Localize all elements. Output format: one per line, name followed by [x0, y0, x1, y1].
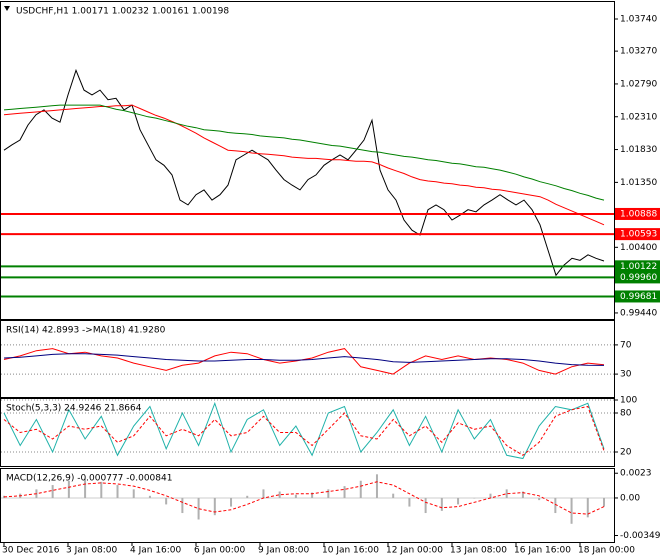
series-line [3, 353, 605, 366]
y-tick-label: 70 [620, 340, 632, 350]
y-tick-label: -0.00349 [620, 531, 660, 541]
y-tick-label: 1.01830 [620, 145, 657, 155]
histogram-bar [586, 497, 589, 518]
panel-title: MACD(12,26,9) -0.000777 -0.000841 [6, 474, 172, 484]
symbol-menu-icon [4, 6, 10, 11]
x-tick-label: 9 Jan 08:00 [258, 546, 310, 556]
level-label-box [615, 228, 660, 241]
histogram-bar [100, 481, 103, 498]
y-tick-label: 1.01350 [620, 178, 657, 188]
histogram-bar [230, 497, 233, 507]
histogram-bar [116, 485, 119, 498]
histogram-bar [603, 497, 605, 507]
x-tick-label: 6 Jan 00:00 [194, 546, 246, 556]
x-tick-label: 13 Jan 08:00 [450, 546, 507, 556]
histogram-bar [489, 493, 492, 498]
histogram-bar [278, 491, 281, 498]
y-tick-label: 30 [620, 370, 632, 380]
histogram-bar [197, 497, 200, 520]
level-label-box [615, 207, 660, 220]
panel-title: Stoch(5,3,3) 24.9246 21.8664 [6, 404, 142, 414]
x-tick-label: 30 Dec 2016 [2, 546, 60, 556]
histogram-bar [570, 497, 573, 524]
series-line [3, 68, 605, 277]
y-tick-label: 0.99440 [620, 308, 657, 318]
histogram-bar [359, 480, 362, 498]
series-line [3, 481, 605, 515]
histogram-bar [554, 497, 557, 514]
level-label: 1.00593 [620, 230, 657, 240]
histogram-bar [505, 489, 508, 498]
histogram-bar [262, 489, 265, 498]
panel-frame [0, 320, 615, 398]
series-line [3, 405, 605, 456]
level-label-box [615, 260, 660, 273]
histogram-bar [213, 497, 216, 516]
histogram-bar [84, 478, 87, 498]
histogram-bar [375, 474, 378, 498]
histogram-bar [408, 497, 411, 507]
y-tick-label: 80 [620, 409, 632, 419]
level-label-box [615, 271, 660, 284]
y-tick-label: 0.00 [620, 493, 640, 503]
panel-frame [0, 1, 615, 320]
histogram-bar [424, 497, 427, 514]
histogram-bar [311, 492, 314, 498]
level-label: 1.00888 [620, 209, 657, 219]
panel-title: RSI(14) 42.8993 ->MA(18) 41.9280 [6, 326, 166, 336]
histogram-bar [181, 497, 184, 514]
panel-frame [0, 398, 615, 467]
histogram-bar [392, 493, 395, 498]
histogram-bar [148, 495, 151, 498]
histogram-bar [343, 486, 346, 498]
level-label: 0.99681 [620, 292, 657, 302]
y-tick-label: 100 [620, 396, 637, 406]
y-tick-label: 0.0023 [620, 469, 652, 479]
x-tick-label: 18 Jan 00:00 [578, 546, 635, 556]
histogram-bar [246, 495, 249, 498]
x-tick-label: 4 Jan 16:00 [130, 546, 182, 556]
panel-frame [0, 468, 615, 543]
y-tick-label: 1.02790 [620, 79, 657, 89]
histogram-bar [327, 489, 330, 498]
histogram-bar [67, 480, 70, 498]
x-tick-label: 12 Jan 00:00 [386, 546, 443, 556]
histogram-bar [132, 489, 135, 498]
level-label: 1.00122 [620, 262, 657, 272]
histogram-bar [294, 494, 297, 498]
histogram-bar [538, 497, 541, 501]
level-label-box [615, 290, 660, 303]
histogram-bar [51, 485, 54, 498]
y-tick-label: 1.02310 [620, 112, 657, 122]
x-tick-label: 16 Jan 16:00 [514, 546, 571, 556]
y-tick-label: 1.03740 [620, 14, 657, 24]
series-line [3, 401, 605, 460]
histogram-bar [165, 497, 168, 505]
x-tick-label: 3 Jan 08:00 [66, 546, 118, 556]
histogram-bar [473, 497, 476, 499]
series-line [3, 104, 605, 201]
y-tick-label: 1.03270 [620, 47, 657, 57]
panel-title: USDCHF,H1 1.00171 1.00232 1.00161 1.0019… [16, 7, 229, 17]
level-label: 0.99960 [620, 273, 657, 283]
histogram-bar [521, 491, 524, 498]
histogram-bar [440, 497, 443, 511]
y-tick-label: 20 [620, 448, 632, 458]
histogram-bar [457, 497, 460, 505]
y-tick-label: 1.00400 [620, 243, 657, 253]
x-tick-label: 10 Jan 16:00 [322, 546, 379, 556]
